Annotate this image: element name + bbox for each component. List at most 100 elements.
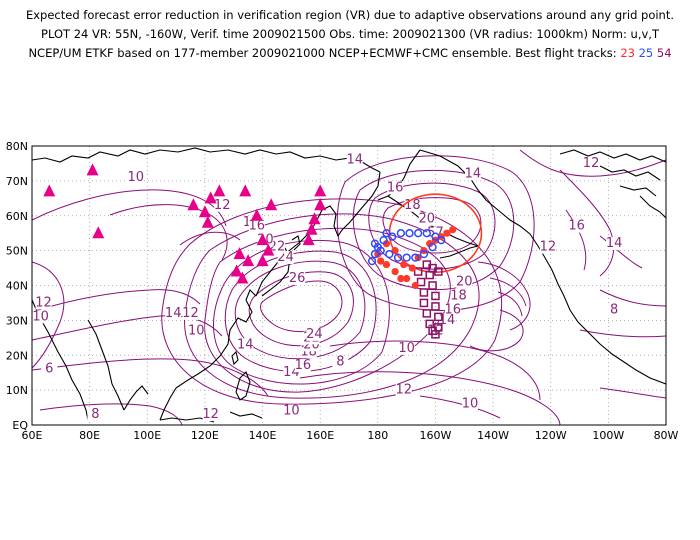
track-23-marker: [391, 267, 399, 276]
track-54-marker: [422, 309, 432, 318]
raob-triangle-marker: [201, 215, 214, 228]
track-54-marker: [428, 281, 437, 290]
contour-label-bg: [418, 212, 435, 226]
longitude-label: 100W: [592, 429, 624, 442]
lat-lon-grid: [32, 146, 666, 425]
raob-triangle-marker: [233, 247, 246, 260]
contour-label-bg: [539, 240, 556, 254]
contour-label-bg: [332, 355, 349, 369]
contour-label-bg: [395, 383, 412, 397]
contour-label: 16: [387, 180, 404, 195]
longitude-label: 120E: [191, 429, 219, 442]
observation-markers: [43, 163, 457, 339]
contour-label-bg: [127, 170, 144, 184]
contour-label: 24: [277, 250, 294, 265]
track-label-23: 23: [620, 46, 635, 60]
track-25-marker: [422, 229, 431, 238]
track-23-marker: [408, 264, 416, 272]
contour-label: 6: [45, 362, 53, 377]
raob-triangle-marker: [265, 198, 278, 211]
raob-triangle-marker: [242, 254, 255, 267]
track-23-marker: [382, 240, 391, 248]
raob-triangle-marker: [213, 184, 226, 197]
track-23-marker: [382, 260, 391, 269]
raob-triangle-marker: [250, 208, 263, 221]
raob-triangle-marker: [43, 184, 56, 197]
contour-label-bg: [583, 156, 600, 170]
contour-label: 18: [450, 288, 467, 303]
raob-triangle-marker: [302, 233, 315, 246]
track-54-marker: [431, 302, 440, 311]
track-25-marker: [419, 249, 429, 259]
track-23-marker: [443, 229, 451, 237]
contour-label: 12: [202, 407, 219, 422]
track-25-marker: [376, 246, 385, 255]
longitude-label: 80W: [654, 429, 679, 442]
contour-label-bg: [462, 397, 479, 411]
raob-triangle-marker: [314, 198, 327, 211]
track-25-marker: [428, 242, 437, 252]
track-label-54: 54: [656, 46, 672, 60]
track-25-marker: [393, 253, 403, 262]
latitude-label: 50N: [6, 245, 28, 258]
latitude-label: EQ: [12, 419, 28, 432]
contour-label: 14: [606, 236, 623, 251]
raob-triangle-marker: [256, 233, 269, 246]
raob-triangle-marker: [92, 226, 105, 239]
track-25-marker: [414, 229, 423, 238]
contour-label: 10: [462, 397, 479, 412]
contour-label: 10: [188, 323, 205, 338]
raob-triangle-marker: [256, 254, 269, 267]
track-54-marker: [413, 267, 423, 276]
track-25-marker: [405, 229, 414, 238]
contour-label-bg: [606, 303, 623, 317]
contour-label: 12: [583, 156, 600, 171]
contour-label: 14: [165, 306, 182, 321]
contour-label-bg: [568, 219, 585, 233]
contour-label: 16: [568, 219, 585, 234]
track-54-marker: [416, 277, 426, 287]
contour-label-bg: [214, 198, 231, 212]
longitude-label: 100E: [133, 429, 161, 442]
track-label-25: 25: [638, 46, 654, 60]
latitude-label: 40N: [6, 280, 28, 293]
contour-label-bg: [450, 289, 467, 303]
track-25-marker: [370, 239, 380, 248]
longitude-label: 140W: [477, 429, 509, 442]
raob-triangle-marker: [314, 184, 327, 197]
latitude-label: 60N: [6, 210, 28, 223]
contour-label-bg: [165, 306, 182, 320]
contour-label-bg: [277, 251, 294, 265]
track-23-marker: [391, 247, 399, 255]
track-23-marker: [403, 274, 411, 283]
contour-label-bg: [182, 306, 199, 320]
track-25-marker: [370, 249, 380, 259]
latitude-label: 70N: [6, 175, 28, 188]
contour-label-bg: [346, 153, 363, 167]
track-54-marker: [419, 298, 429, 308]
contour-label: 16: [444, 302, 461, 317]
track-25-marker: [437, 236, 446, 245]
contour-label: 12: [540, 240, 557, 255]
plot-header: Expected forecast error reduction in ver…: [0, 6, 700, 63]
latitude-labels: 80N 70N 60N 50N 40N 30N 20N 10N EQ: [6, 140, 29, 432]
track-54-marker: [431, 291, 440, 301]
contour-label: 12: [214, 198, 231, 213]
contour-label-bg: [237, 338, 254, 352]
contour-label-bg: [283, 404, 300, 418]
raob-triangle-marker: [239, 184, 252, 197]
contour-label: 16: [249, 219, 266, 234]
track-25-marker: [385, 249, 394, 259]
track-25-marker: [382, 229, 391, 238]
latitude-label: 30N: [6, 314, 28, 327]
contour-label: 16: [295, 358, 312, 373]
track-23-marker: [397, 274, 405, 283]
track-54-marker: [434, 312, 443, 322]
track-23-marker: [377, 257, 385, 265]
header-line-2: PLOT 24 VR: 55N, -160W, Verif. time 2009…: [41, 27, 659, 41]
contour-label-bg: [387, 181, 404, 195]
contour-label-bg: [464, 167, 481, 181]
contour-label-bg: [456, 275, 473, 289]
contour-label: 26: [289, 271, 306, 286]
map-frame: [31, 145, 667, 426]
